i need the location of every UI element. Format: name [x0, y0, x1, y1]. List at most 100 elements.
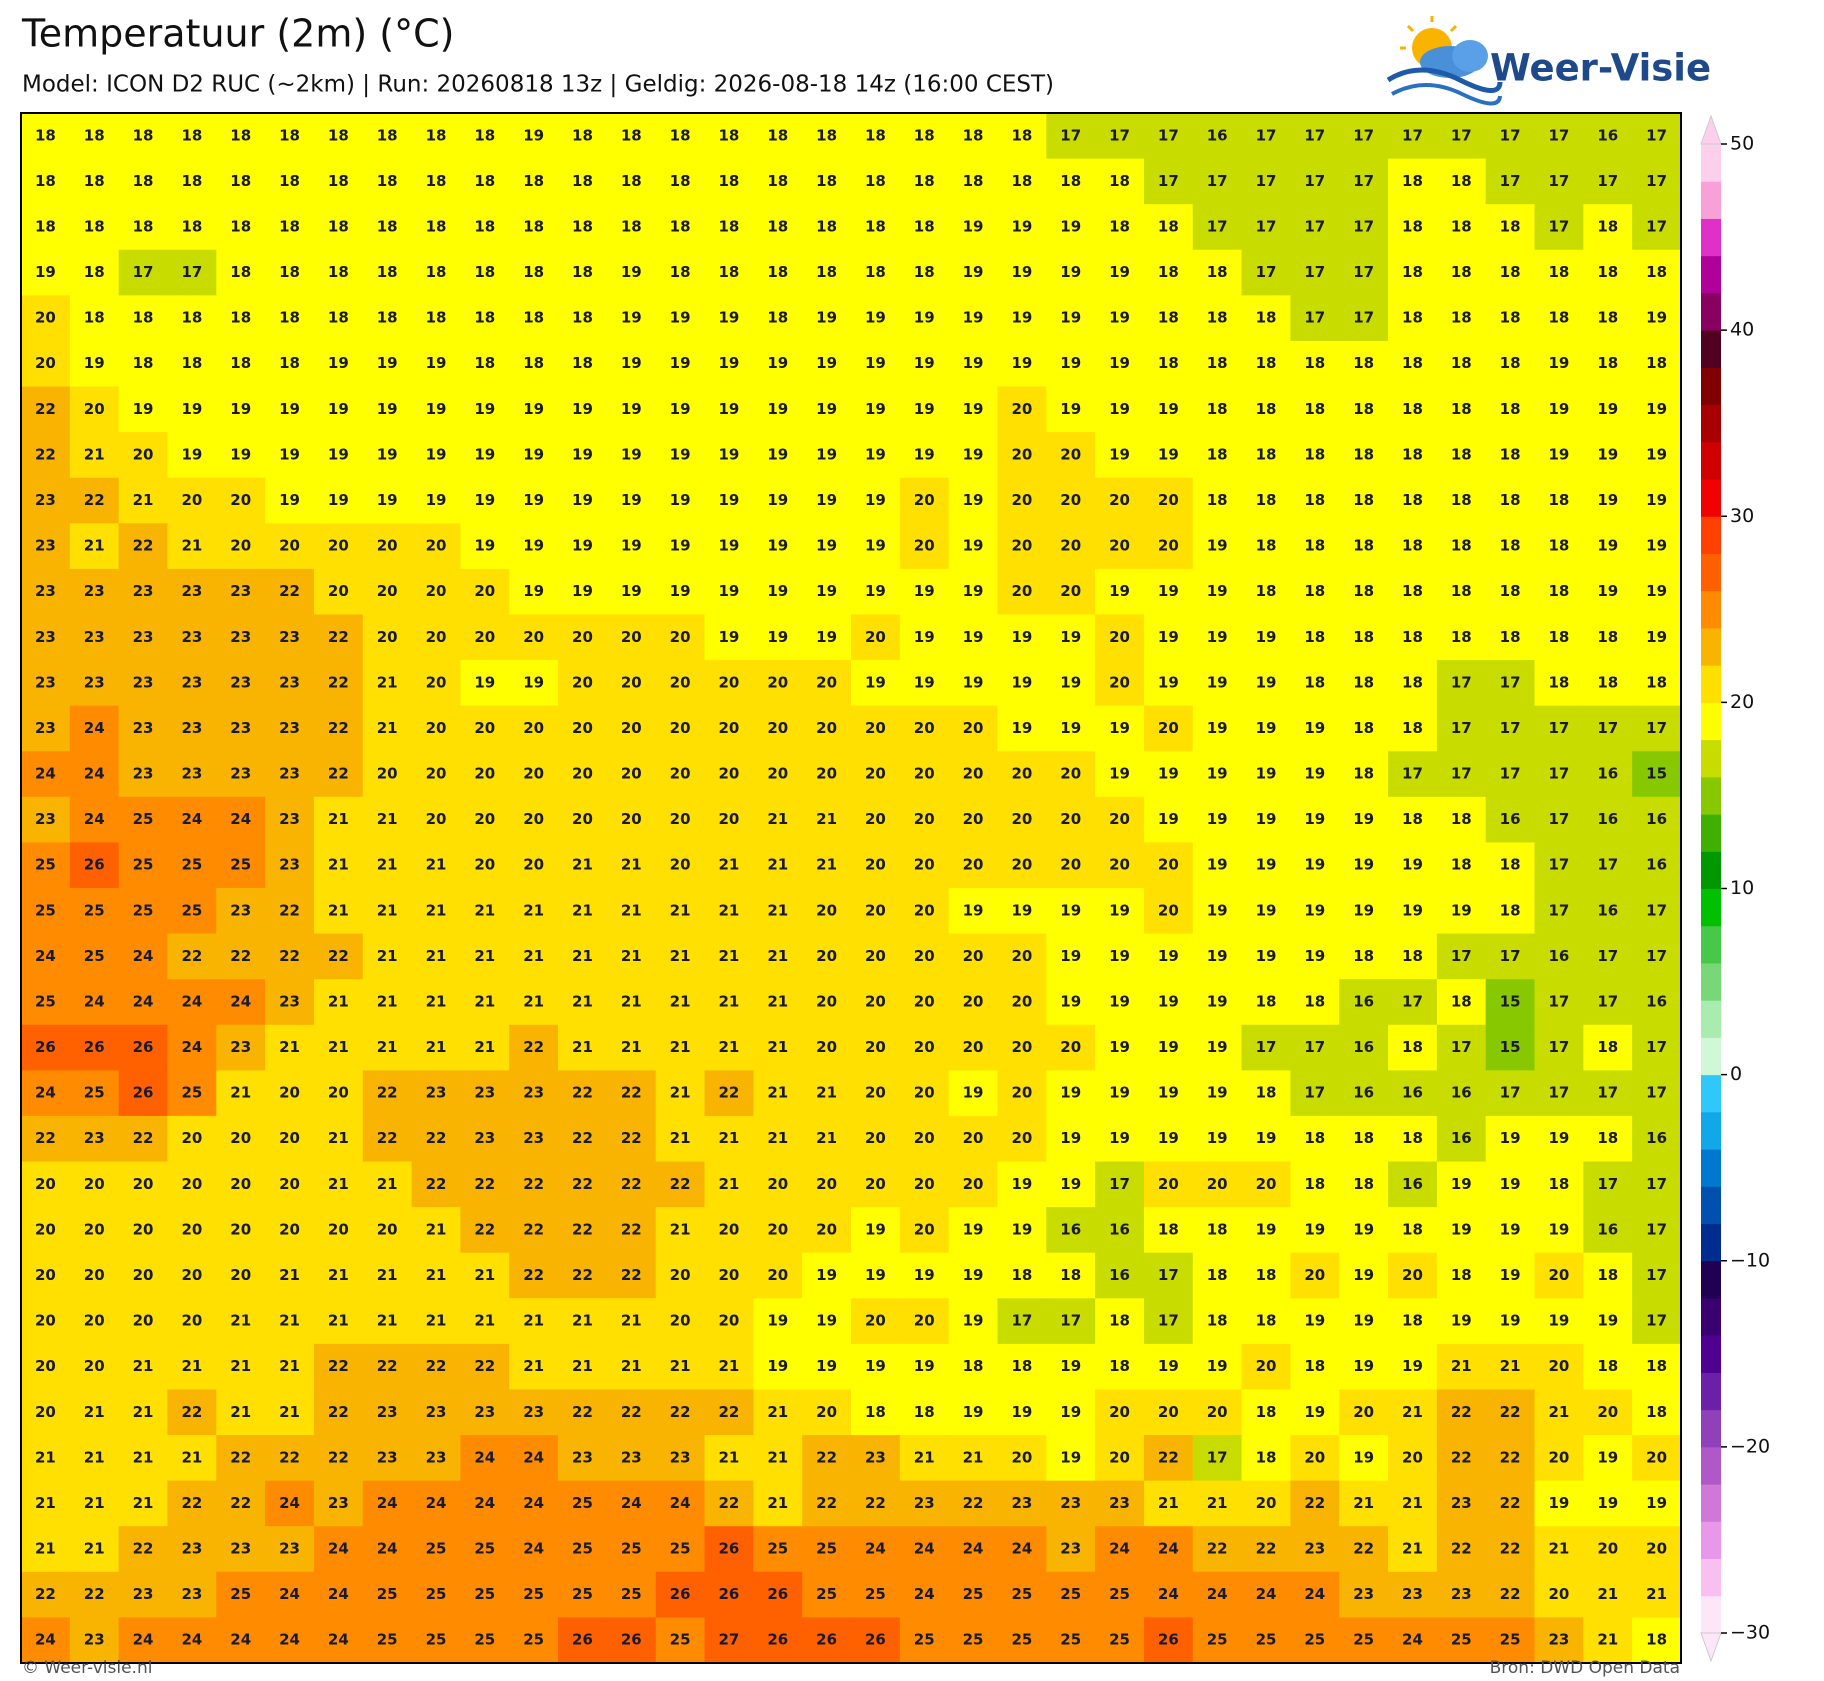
- temperature-label: 19: [1646, 537, 1667, 555]
- temperature-label: 23: [133, 582, 154, 600]
- temperature-cell: [558, 1161, 608, 1208]
- temperature-label: 21: [670, 1357, 691, 1375]
- temperature-cell: [1290, 249, 1340, 296]
- temperature-cell: [1632, 477, 1682, 524]
- temperature-label: 19: [1646, 309, 1667, 327]
- temperature-label: 19: [1549, 354, 1570, 372]
- temperature-cell: [1485, 1252, 1536, 1299]
- temperature-label: 19: [1304, 719, 1325, 737]
- temperature-label: 20: [133, 1266, 154, 1284]
- temperature-label: 18: [719, 126, 740, 144]
- temperature-label: 19: [1353, 810, 1374, 828]
- temperature-label: 18: [1304, 537, 1325, 555]
- temperature-cell: [851, 705, 901, 752]
- temperature-cell: [1485, 796, 1536, 844]
- temperature-label: 24: [181, 810, 202, 828]
- temperature-label: 19: [1109, 1129, 1130, 1147]
- temperature-label: 19: [963, 491, 984, 509]
- temperature-cell: [997, 204, 1047, 251]
- temperature-label: 23: [1060, 1494, 1081, 1512]
- temperature-cell: [948, 1252, 999, 1299]
- temperature-label: 21: [767, 901, 788, 919]
- colorbar-segment: [1701, 1037, 1721, 1076]
- temperature-label: 23: [230, 582, 251, 600]
- temperature-cell: [558, 432, 608, 479]
- temperature-label: 19: [572, 537, 593, 555]
- temperature-label: 18: [1451, 491, 1472, 509]
- temperature-label: 17: [1451, 765, 1472, 783]
- temperature-cell: [167, 1435, 217, 1482]
- temperature-label: 21: [328, 1038, 349, 1056]
- temperature-label: 19: [1158, 445, 1179, 463]
- temperature-cell: [265, 386, 315, 433]
- temperature-label: 17: [1207, 217, 1228, 235]
- temperature-cell: [167, 249, 217, 296]
- temperature-cell: [1290, 1161, 1340, 1208]
- temperature-label: 20: [572, 810, 593, 828]
- temperature-cell: [362, 660, 413, 707]
- temperature-label: 25: [35, 901, 56, 919]
- temperature-cell: [899, 888, 950, 935]
- temperature-cell: [216, 796, 266, 844]
- temperature-cell: [606, 204, 657, 251]
- temperature-label: 18: [377, 263, 398, 281]
- temperature-label: 23: [621, 1448, 642, 1466]
- temperature-cell: [1290, 933, 1340, 980]
- temperature-label: 19: [1646, 491, 1667, 509]
- temperature-cell: [1534, 1298, 1584, 1345]
- temperature-label: 23: [1060, 1540, 1081, 1558]
- temperature-label: 17: [1646, 1266, 1667, 1284]
- temperature-cell: [265, 249, 315, 296]
- temperature-label: 25: [230, 1585, 251, 1603]
- temperature-cell: [558, 660, 608, 707]
- temperature-label: 22: [84, 491, 105, 509]
- temperature-cell: [411, 295, 462, 342]
- temperature-cell: [118, 386, 169, 433]
- temperature-cell: [1095, 1343, 1145, 1391]
- temperature-label: 19: [1304, 765, 1325, 783]
- temperature-label: 21: [719, 1357, 740, 1375]
- temperature-label: 22: [426, 1129, 447, 1147]
- temperature-cell: [69, 204, 120, 251]
- temperature-cell: [1388, 295, 1438, 342]
- temperature-label: 18: [1011, 1266, 1032, 1284]
- temperature-cell: [509, 568, 559, 616]
- temperature-cell: [1290, 1298, 1340, 1345]
- temperature-label: 18: [865, 217, 886, 235]
- temperature-label: 18: [1451, 628, 1472, 646]
- temperature-cell: [362, 523, 413, 570]
- temperature-cell: [21, 888, 71, 935]
- temperature-label: 19: [1158, 673, 1179, 691]
- temperature-label: 24: [35, 765, 56, 783]
- temperature-label: 18: [865, 263, 886, 281]
- temperature-cell: [313, 933, 364, 980]
- temperature-label: 20: [670, 628, 691, 646]
- temperature-label: 19: [1304, 856, 1325, 874]
- temperature-label: 18: [1451, 856, 1472, 874]
- temperature-label: 25: [133, 856, 154, 874]
- temperature-label: 18: [84, 217, 105, 235]
- temperature-cell: [1095, 386, 1145, 433]
- temperature-cell: [1241, 842, 1292, 889]
- temperature-cell: [216, 1343, 266, 1391]
- temperature-label: 21: [1597, 1585, 1618, 1603]
- temperature-label: 18: [1353, 582, 1374, 600]
- temperature-label: 17: [1256, 217, 1277, 235]
- temperature-cell: [216, 842, 266, 889]
- temperature-label: 19: [181, 445, 202, 463]
- temperature-cell: [1046, 660, 1096, 707]
- temperature-label: 18: [1646, 1403, 1667, 1421]
- temperature-cell: [313, 1389, 364, 1436]
- temperature-cell: [899, 751, 950, 798]
- temperature-cell: [411, 1298, 462, 1345]
- temperature-label: 20: [621, 673, 642, 691]
- colorbar-segment: [1701, 1000, 1721, 1038]
- temperature-cell: [411, 796, 462, 844]
- temperature-label: 18: [474, 309, 495, 327]
- temperature-cell: [802, 568, 852, 616]
- temperature-label: 19: [621, 491, 642, 509]
- temperature-cell: [21, 568, 71, 616]
- temperature-label: 18: [84, 172, 105, 190]
- temperature-cell: [21, 1343, 71, 1391]
- temperature-label: 19: [1207, 1129, 1228, 1147]
